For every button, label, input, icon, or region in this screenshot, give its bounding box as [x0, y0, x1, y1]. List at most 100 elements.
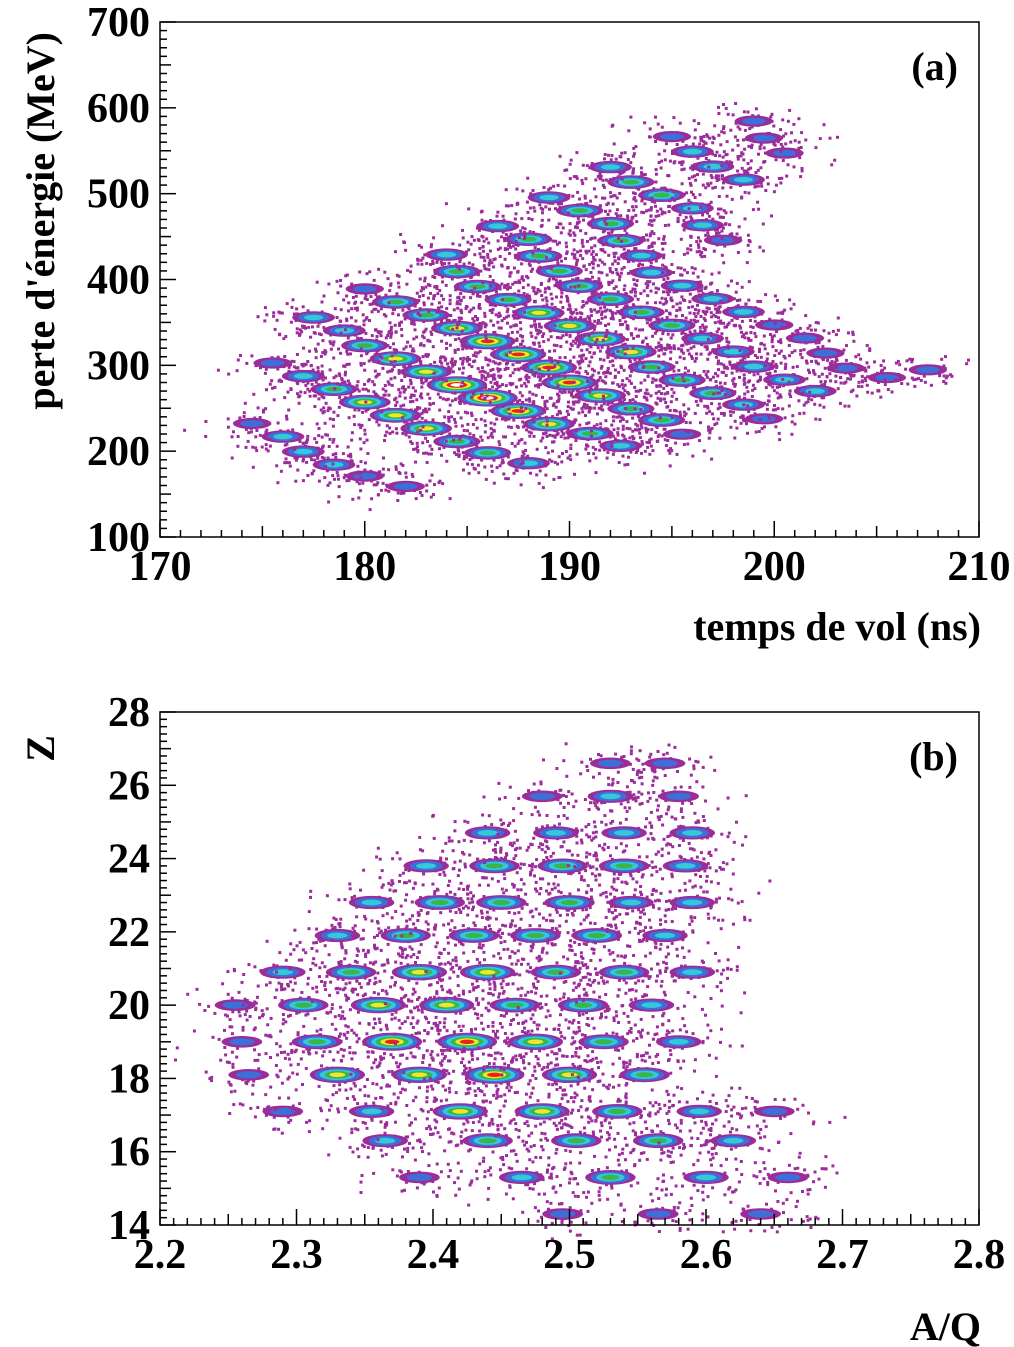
count-pixel — [567, 303, 571, 307]
count-pixel — [490, 353, 494, 357]
count-pixel — [458, 260, 462, 264]
count-pixel — [398, 394, 402, 398]
count-pixel — [799, 352, 803, 356]
count-pixel — [463, 395, 466, 399]
spot-a-10-4 — [579, 237, 695, 280]
count-pixel — [519, 483, 523, 487]
count-pixel — [278, 332, 282, 336]
count-pixel — [684, 215, 688, 219]
count-pixel — [602, 402, 606, 406]
count-pixel — [594, 447, 598, 451]
count-pixel — [585, 300, 589, 304]
count-pixel — [479, 255, 483, 259]
count-pixel — [684, 332, 688, 336]
count-pixel — [897, 373, 900, 376]
count-pixel — [347, 478, 351, 482]
count-pixel — [773, 294, 777, 298]
count-pixel — [663, 392, 667, 396]
count-pixel — [556, 392, 560, 396]
count-pixel — [616, 433, 620, 437]
count-pixel — [520, 217, 524, 221]
count-pixel — [722, 321, 726, 325]
count-pixel — [678, 410, 682, 414]
count-pixel — [693, 329, 697, 333]
count-pixel — [645, 321, 649, 325]
count-pixel — [506, 286, 510, 290]
count-pixel — [533, 300, 537, 304]
count-pixel — [706, 231, 710, 235]
count-pixel — [428, 284, 432, 287]
count-pixel — [584, 231, 588, 235]
count-pixel — [561, 306, 565, 309]
count-pixel — [602, 358, 606, 362]
count-pixel — [718, 391, 722, 395]
count-pixel — [576, 203, 580, 207]
count-pixel — [622, 434, 626, 438]
count-pixel — [308, 394, 312, 398]
count-pixel — [580, 305, 584, 309]
count-pixel — [338, 374, 342, 378]
count-pixel — [469, 296, 473, 300]
count-pixel — [454, 338, 457, 342]
count-pixel — [706, 370, 710, 373]
count-pixel — [619, 214, 623, 218]
count-pixel — [512, 314, 516, 318]
count-pixel — [480, 458, 484, 462]
count-pixel — [689, 235, 693, 239]
count-pixel — [623, 398, 626, 402]
count-pixel — [431, 259, 435, 263]
count-pixel — [450, 320, 454, 324]
count-pixel — [705, 411, 709, 415]
count-pixel — [505, 334, 509, 338]
count-pixel — [607, 231, 610, 235]
count-pixel — [770, 337, 774, 341]
count-pixel — [583, 196, 587, 200]
count-pixel — [379, 307, 383, 311]
count-pixel — [558, 206, 562, 210]
count-pixel — [321, 339, 325, 343]
count-pixel — [386, 370, 390, 374]
count-pixel — [599, 248, 603, 251]
count-pixel — [479, 435, 483, 439]
count-pixel — [724, 374, 728, 377]
count-pixel — [424, 419, 428, 423]
count-pixel — [372, 390, 376, 394]
count-pixel — [437, 306, 441, 310]
count-pixel — [502, 472, 506, 476]
count-pixel — [417, 312, 420, 316]
count-pixel — [693, 267, 697, 271]
count-pixel — [363, 432, 367, 436]
count-pixel — [588, 390, 592, 394]
count-pixel — [484, 378, 488, 382]
count-pixel — [745, 261, 749, 265]
count-pixel — [704, 312, 708, 316]
count-pixel — [363, 368, 367, 372]
count-pixel — [313, 458, 317, 462]
count-pixel — [324, 376, 327, 380]
count-pixel — [683, 414, 687, 418]
count-pixel — [508, 286, 512, 290]
count-pixel — [513, 280, 517, 284]
count-pixel — [400, 334, 404, 338]
count-pixel — [604, 419, 608, 423]
count-pixel — [635, 446, 639, 450]
count-pixel — [335, 279, 339, 283]
count-pixel — [494, 361, 497, 365]
count-pixel — [432, 236, 436, 240]
count-pixel — [754, 171, 758, 174]
count-pixel — [761, 222, 765, 226]
count-pixel — [652, 187, 656, 191]
count-pixel — [640, 171, 643, 175]
count-pixel — [304, 441, 308, 445]
count-pixel — [910, 376, 914, 380]
count-pixel — [505, 310, 509, 314]
count-pixel — [317, 479, 321, 483]
count-pixel — [247, 431, 251, 435]
count-pixel — [455, 265, 459, 269]
count-pixel — [729, 413, 733, 417]
count-pixel — [699, 399, 703, 403]
count-pixel — [366, 379, 370, 383]
count-pixel — [445, 341, 448, 345]
count-pixel — [268, 444, 272, 448]
count-pixel — [722, 363, 726, 367]
